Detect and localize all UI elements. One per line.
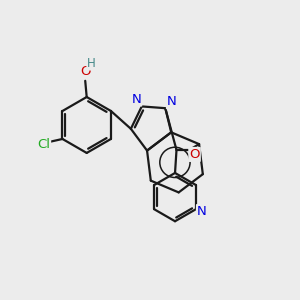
Text: H: H <box>87 57 96 70</box>
Text: N: N <box>132 93 141 106</box>
Text: Cl: Cl <box>37 138 50 151</box>
Text: N: N <box>167 95 177 108</box>
Text: O: O <box>81 64 91 78</box>
Text: N: N <box>197 205 207 218</box>
Text: O: O <box>189 148 200 161</box>
